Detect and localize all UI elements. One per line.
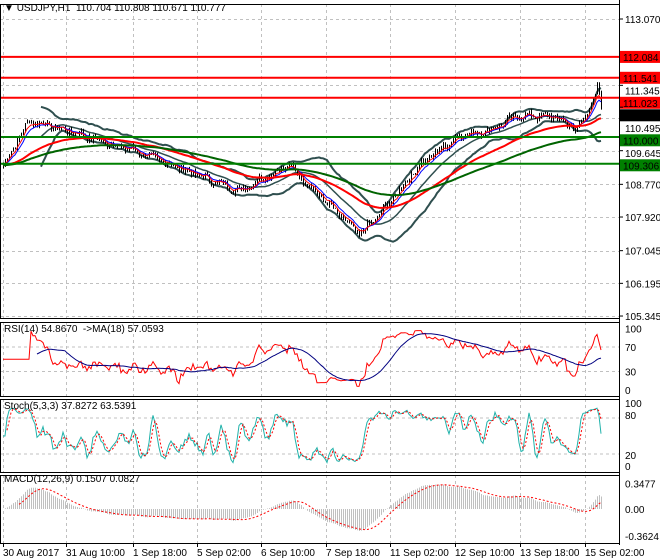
stoch-tick-label: 80 bbox=[625, 411, 637, 422]
grid-lines bbox=[0, 4, 619, 543]
macd-tick-label: -0.3624 bbox=[625, 532, 659, 543]
rsi-tick-label: 100 bbox=[625, 325, 642, 336]
macd-label: MACD(12,26,9) 0.1507 0.0827 bbox=[4, 474, 141, 485]
time-axis-label: 12 Sep 10:00 bbox=[455, 548, 515, 559]
level-price-tag: 112.084 bbox=[623, 53, 659, 64]
level-price-tag-bg bbox=[620, 159, 660, 172]
price-tick-label: 110.495 bbox=[625, 124, 660, 135]
stoch-tick-label: 0 bbox=[625, 462, 631, 473]
time-axis-label: 11 Sep 02:00 bbox=[390, 548, 449, 559]
price-tick-label: 106.195 bbox=[625, 279, 660, 290]
time-axis-label: 15 Sep 02:00 bbox=[585, 548, 645, 559]
macd-histogram bbox=[5, 484, 602, 531]
time-axis-label: 31 Aug 10:00 bbox=[66, 548, 125, 559]
rsi-label: RSI(14) 54.8670 ->MA(18) 57.0593 bbox=[4, 324, 164, 335]
macd-tick-label: 0.3477 bbox=[625, 479, 656, 490]
level-price-tag-bg bbox=[620, 50, 660, 63]
level-price-tag-bg bbox=[620, 71, 660, 84]
current-price-tag: 110.777 bbox=[623, 111, 659, 122]
price-tick-label: 113.070 bbox=[625, 15, 660, 26]
time-axis-label: 1 Sep 18:00 bbox=[133, 548, 187, 559]
rsi-tick-label: 0 bbox=[625, 386, 631, 397]
time-axis-label: 5 Sep 02:00 bbox=[197, 548, 251, 559]
ma-green bbox=[2, 131, 602, 197]
price-tick-label: 108.770 bbox=[625, 180, 660, 191]
ma-red bbox=[2, 117, 602, 209]
rsi-tick-label: 30 bbox=[625, 368, 637, 379]
time-axis-label: 30 Aug 2017 bbox=[3, 548, 60, 559]
level-price-tag-bg bbox=[620, 134, 660, 147]
level-price-tag: 111.023 bbox=[623, 99, 658, 110]
stoch-label: Stoch(5,3,3) 37.8272 63.5391 bbox=[4, 401, 137, 412]
price-tick-label: 111.345 bbox=[625, 86, 660, 97]
rsi-ma-line bbox=[36, 333, 602, 382]
time-axis-label: 13 Sep 18:00 bbox=[520, 548, 580, 559]
macd-tick-label: 0.00 bbox=[625, 505, 645, 516]
level-price-tag: 109.306 bbox=[623, 161, 660, 172]
chart-header: ▼ USDJPY,H1 110.704 110.808 110.671 110.… bbox=[4, 3, 226, 14]
rsi-line bbox=[3, 330, 602, 387]
macd-signal-line bbox=[18, 484, 602, 531]
candles bbox=[3, 82, 602, 238]
price-tick-label: 109.645 bbox=[625, 149, 660, 160]
rsi-tick-label: 70 bbox=[625, 343, 637, 354]
price-tick-label: 105.345 bbox=[625, 312, 660, 323]
stoch-tick-label: 100 bbox=[625, 399, 642, 410]
symbol-label: USDJPY,H1 bbox=[16, 3, 71, 14]
price-tick-label: 107.920 bbox=[625, 213, 660, 224]
triangle-down-icon[interactable]: ▼ bbox=[4, 3, 17, 14]
current-price-tag-bg bbox=[620, 109, 660, 122]
stoch-main-line bbox=[3, 407, 602, 464]
stoch-tick-label: 20 bbox=[625, 451, 637, 462]
time-axis-label: 7 Sep 18:00 bbox=[326, 548, 380, 559]
bollinger-middle bbox=[40, 113, 602, 225]
ohlc-values: 110.704 110.808 110.671 110.777 bbox=[75, 3, 226, 14]
level-price-tag: 111.541 bbox=[623, 74, 658, 85]
level-price-tag: 110.000 bbox=[623, 136, 659, 147]
level-price-tag-bg bbox=[620, 96, 660, 109]
price-tick-label: 107.045 bbox=[625, 247, 660, 258]
stoch-signal-line bbox=[6, 408, 602, 461]
time-axis-label: 6 Sep 10:00 bbox=[261, 548, 315, 559]
panel-border-main bbox=[0, 4, 620, 319]
bollinger-lower bbox=[40, 120, 602, 243]
